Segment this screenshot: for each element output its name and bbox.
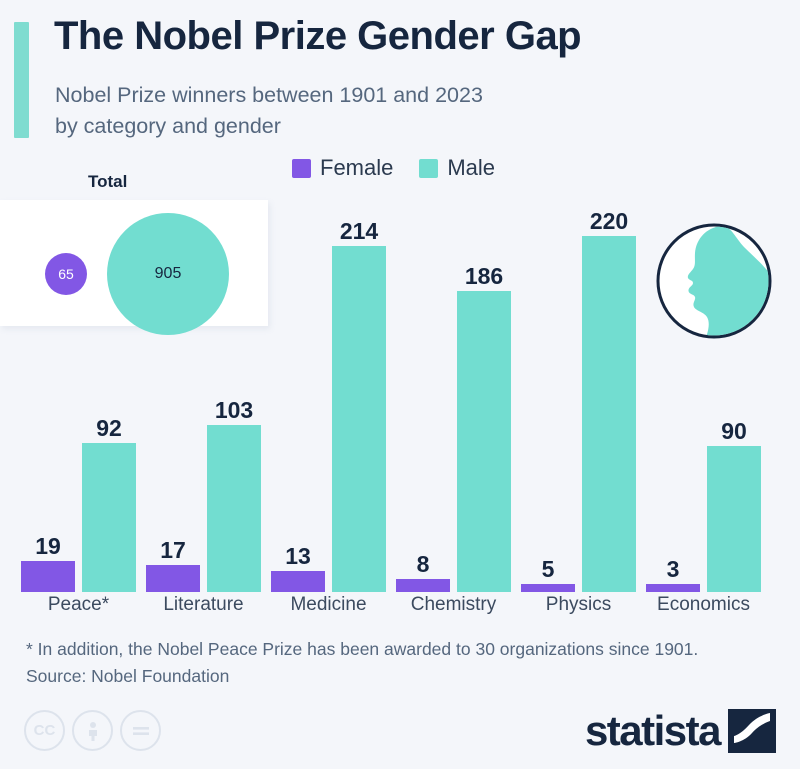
- bar-pair: 17 103: [146, 399, 261, 592]
- cc-icon[interactable]: CC: [24, 710, 65, 751]
- creative-commons-icons: CC: [24, 710, 161, 751]
- bar-male[interactable]: 186: [457, 265, 511, 592]
- bar-value-label: 8: [416, 551, 430, 578]
- page-subtitle: Nobel Prize winners between 1901 and 202…: [55, 83, 483, 138]
- bar-rect[interactable]: [146, 564, 200, 592]
- bar-chart: 19 92 Peace* 17 103 Literature 13 214 Medicine 8 1…: [0, 180, 800, 615]
- nobel-medal-icon: [655, 222, 773, 340]
- bar-value-label: 17: [160, 536, 186, 563]
- no-derivatives-icon[interactable]: [120, 710, 161, 751]
- bar-male[interactable]: 103: [207, 399, 261, 592]
- legend-item-female[interactable]: Female: [292, 155, 393, 181]
- bar-pair: 5 220: [521, 210, 636, 592]
- bar-rect[interactable]: [21, 561, 75, 592]
- category-label: Chemistry: [410, 594, 497, 615]
- bar-value-label: 13: [285, 542, 311, 569]
- bar-value-label: 92: [96, 415, 122, 442]
- bar-value-label: 3: [666, 556, 680, 582]
- bar-male[interactable]: 214: [332, 219, 386, 592]
- bar-pair: 3 90: [646, 420, 761, 592]
- bar-rect[interactable]: [332, 245, 386, 592]
- category-label: Peace*: [47, 594, 110, 615]
- bar-rect[interactable]: [82, 443, 136, 592]
- bar-pair: 19 92: [21, 417, 136, 592]
- bar-rect[interactable]: [521, 583, 575, 592]
- statista-mark-icon: [728, 709, 776, 753]
- total-heading: Total: [88, 172, 128, 191]
- bar-female[interactable]: 3: [646, 558, 700, 592]
- legend-swatch-male: [419, 158, 439, 178]
- legend-item-male[interactable]: Male: [419, 155, 495, 181]
- bar-male[interactable]: 220: [582, 210, 636, 592]
- bar-female[interactable]: 19: [21, 535, 75, 592]
- bar-rect[interactable]: [646, 584, 700, 592]
- attribution-icon[interactable]: [72, 710, 113, 751]
- header: The Nobel Prize Gender Gap Nobel Prize w…: [0, 0, 800, 145]
- total-card: 65 905: [0, 200, 268, 335]
- total-male-bubble: 905: [107, 213, 229, 335]
- bar-female[interactable]: 17: [146, 538, 200, 592]
- bar-rect[interactable]: [582, 236, 636, 592]
- bar-pair: 8 186: [396, 265, 511, 592]
- page-title: The Nobel Prize Gender Gap: [54, 14, 582, 58]
- bar-rect[interactable]: [396, 579, 450, 592]
- bar-value-label: 103: [214, 397, 254, 424]
- bar-value-label: 5: [541, 555, 555, 582]
- statista-wordmark: statista: [584, 707, 722, 754]
- bar-female[interactable]: 8: [396, 553, 450, 592]
- bar-value-label: 220: [589, 208, 629, 234]
- bar-female[interactable]: 5: [521, 557, 575, 592]
- category-label: Economics: [657, 594, 750, 615]
- legend-label-male: Male: [447, 155, 496, 180]
- statista-logo[interactable]: statista: [585, 709, 776, 753]
- chart-legend: Female Male: [292, 155, 495, 181]
- bar-female[interactable]: 13: [271, 544, 325, 592]
- legend-label-female: Female: [320, 155, 394, 180]
- bar-rect[interactable]: [707, 446, 761, 592]
- category-label: Medicine: [290, 594, 367, 615]
- bar-value-label: 214: [339, 217, 379, 244]
- category-label: Literature: [163, 594, 244, 615]
- footer-bar: CC statista: [0, 700, 800, 769]
- bar-value-label: 19: [35, 533, 61, 560]
- category-label: Physics: [545, 594, 612, 615]
- bar-male[interactable]: 92: [82, 417, 136, 592]
- bar-pair: 13 214: [271, 219, 386, 592]
- bar-male[interactable]: 90: [707, 420, 761, 592]
- legend-swatch-female: [292, 158, 311, 178]
- chart-footnote: * In addition, the Nobel Peace Prize has…: [26, 639, 699, 686]
- bar-rect[interactable]: [207, 425, 261, 592]
- bar-rect[interactable]: [271, 570, 325, 592]
- bar-value-label: 90: [721, 418, 747, 445]
- title-accent-bar: [14, 22, 29, 138]
- total-female-bubble: 65: [45, 253, 87, 295]
- bar-rect[interactable]: [457, 291, 511, 592]
- bar-value-label: 186: [464, 263, 504, 290]
